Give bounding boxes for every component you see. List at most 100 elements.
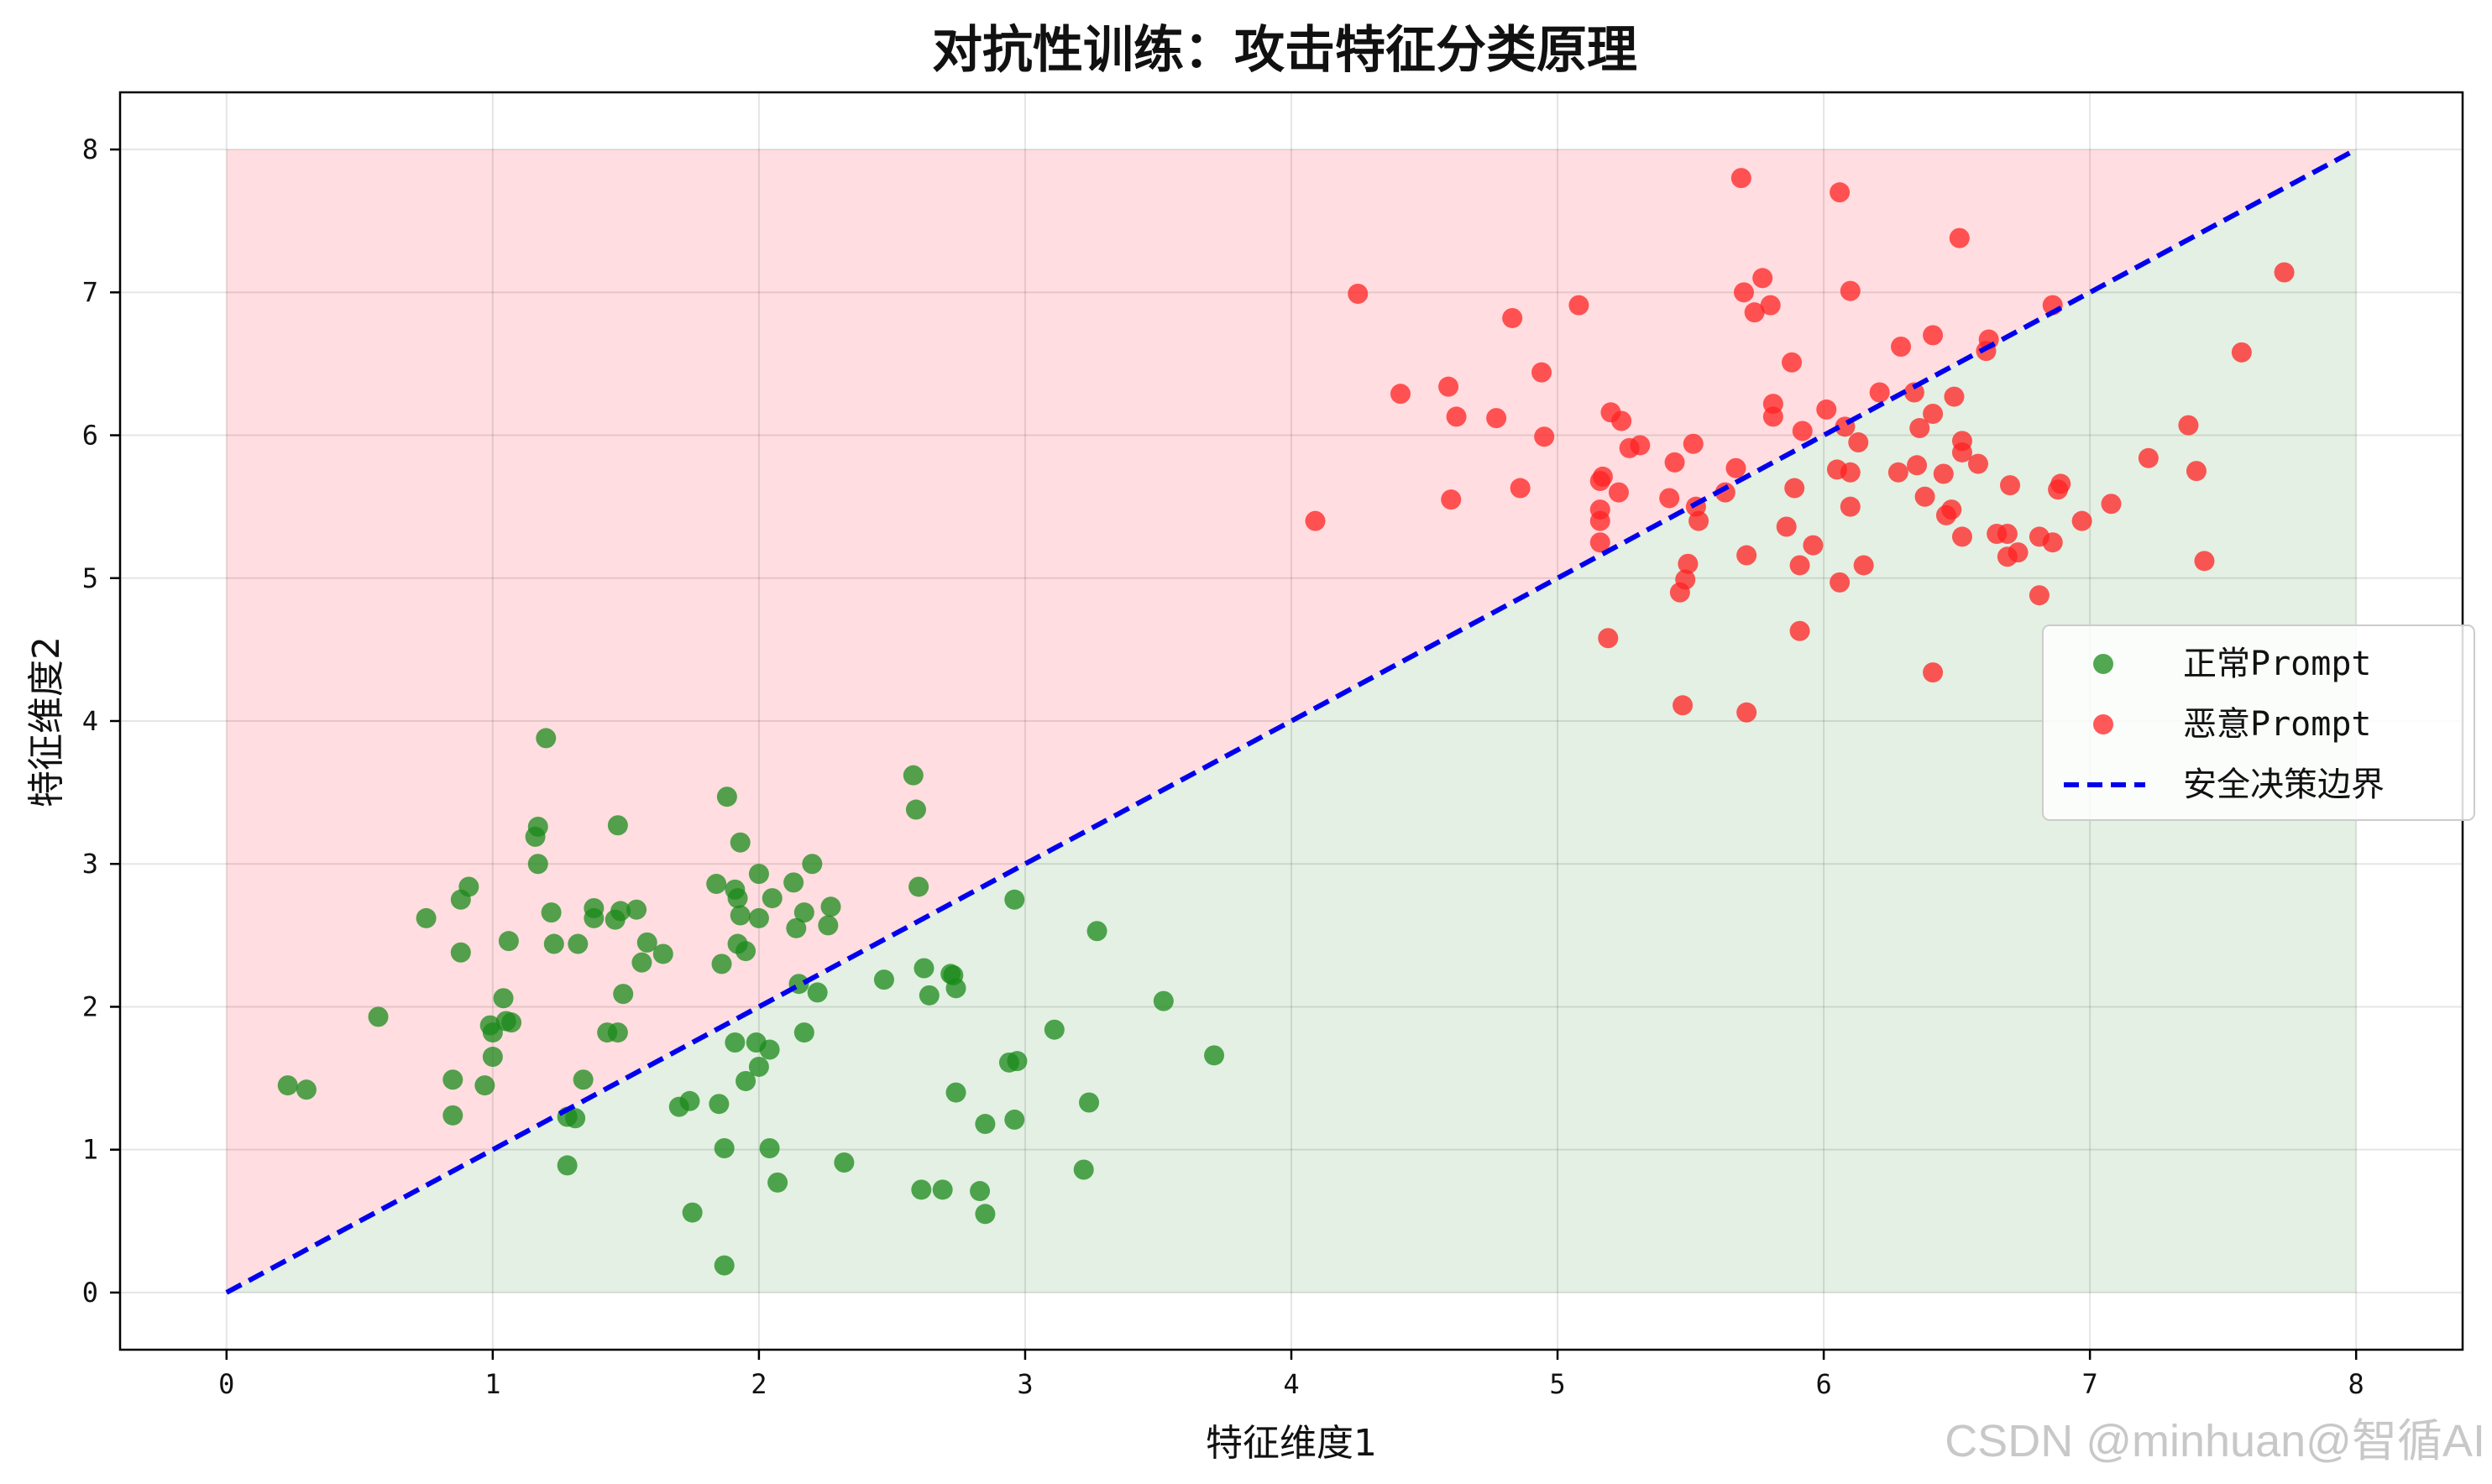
data-point bbox=[759, 1137, 780, 1158]
data-point bbox=[1840, 280, 1861, 301]
data-point bbox=[1907, 455, 1928, 476]
data-point bbox=[1744, 302, 1765, 323]
y-tick-label: 8 bbox=[82, 133, 98, 165]
data-point bbox=[442, 1069, 463, 1090]
data-point bbox=[493, 988, 514, 1009]
x-axis-label: 特征维度1 bbox=[1206, 1422, 1377, 1465]
x-tick-label: 5 bbox=[1549, 1368, 1565, 1400]
data-point bbox=[1909, 418, 1930, 439]
data-point bbox=[1678, 553, 1699, 574]
data-point bbox=[730, 905, 751, 926]
data-point bbox=[1762, 406, 1783, 427]
data-point bbox=[1446, 406, 1467, 427]
data-point bbox=[1348, 284, 1369, 305]
legend-marker-malicious bbox=[2093, 714, 2113, 734]
data-point bbox=[584, 897, 605, 918]
data-point bbox=[458, 876, 479, 897]
data-point bbox=[1007, 1051, 1028, 1072]
data-point bbox=[1531, 362, 1552, 383]
data-point bbox=[2138, 447, 2159, 468]
x-tick-label: 4 bbox=[1283, 1368, 1299, 1400]
y-tick-label: 0 bbox=[82, 1277, 98, 1309]
data-point bbox=[1153, 990, 1174, 1011]
series-malicious bbox=[1305, 168, 2295, 723]
data-point bbox=[716, 786, 737, 807]
data-point bbox=[1598, 628, 1619, 649]
data-point bbox=[1502, 307, 1523, 328]
data-point bbox=[1840, 462, 1861, 483]
data-point bbox=[911, 1179, 932, 1200]
data-point bbox=[2029, 585, 2050, 606]
data-point bbox=[818, 915, 839, 936]
data-point bbox=[682, 1202, 703, 1223]
x-tick-label: 1 bbox=[484, 1368, 500, 1400]
data-point bbox=[416, 907, 437, 928]
legend-label-boundary: 安全决策边界 bbox=[2183, 766, 2385, 804]
y-tick-label: 2 bbox=[82, 990, 98, 1022]
y-tick-label: 7 bbox=[82, 276, 98, 308]
watermark-text: CSDN @minhuan@智循AI bbox=[1945, 1416, 2485, 1466]
data-point bbox=[714, 1137, 735, 1158]
chart-title: 对抗性训练：攻击特征分类原理 bbox=[932, 21, 1637, 80]
data-point bbox=[1079, 1092, 1100, 1113]
x-tick-label: 0 bbox=[218, 1368, 234, 1400]
data-point bbox=[914, 958, 934, 979]
data-point bbox=[1853, 555, 1874, 576]
data-point bbox=[501, 1012, 522, 1033]
data-point bbox=[1611, 410, 1632, 431]
data-point bbox=[536, 728, 557, 749]
data-point bbox=[919, 985, 940, 1006]
data-point bbox=[1776, 516, 1797, 537]
data-point bbox=[573, 1069, 594, 1090]
data-point bbox=[783, 872, 804, 893]
data-points bbox=[277, 168, 2295, 1276]
data-point bbox=[1204, 1045, 1225, 1066]
data-point bbox=[679, 1090, 700, 1111]
data-point bbox=[1659, 488, 1680, 509]
y-tick-label: 4 bbox=[82, 705, 98, 737]
data-point bbox=[2042, 532, 2063, 553]
data-point bbox=[2194, 551, 2215, 572]
legend: 正常Prompt 恶意Prompt 安全决策边界 bbox=[2042, 624, 2475, 821]
data-point bbox=[807, 982, 828, 1003]
data-point bbox=[727, 888, 748, 909]
data-point bbox=[1803, 535, 1824, 556]
data-point bbox=[1044, 1019, 1065, 1040]
data-point bbox=[1830, 572, 1851, 593]
data-point bbox=[1004, 889, 1025, 910]
data-point bbox=[1951, 526, 1972, 547]
y-axis-ticks: 0 1 2 3 4 5 6 7 8 bbox=[82, 133, 120, 1309]
data-point bbox=[970, 1181, 991, 1202]
data-point bbox=[565, 1108, 586, 1129]
data-point bbox=[1589, 510, 1610, 531]
data-point bbox=[1673, 695, 1694, 716]
data-point bbox=[2050, 473, 2071, 494]
data-point bbox=[568, 933, 589, 954]
data-point bbox=[1887, 462, 1908, 483]
data-point bbox=[2000, 475, 2021, 496]
data-point bbox=[1923, 325, 1944, 346]
data-point bbox=[1486, 408, 1507, 429]
data-point bbox=[1951, 431, 1972, 452]
decision-regions bbox=[226, 149, 2357, 1293]
data-point bbox=[748, 907, 769, 928]
data-point bbox=[527, 854, 548, 875]
y-tick-label: 3 bbox=[82, 848, 98, 880]
legend-label-normal: 正常Prompt bbox=[2183, 645, 2372, 683]
data-point bbox=[1086, 921, 1107, 942]
data-point bbox=[2008, 542, 2029, 563]
data-point bbox=[1869, 382, 1890, 403]
legend-box bbox=[2042, 624, 2475, 821]
data-point bbox=[1736, 545, 1757, 566]
data-point bbox=[610, 901, 631, 922]
data-point bbox=[736, 941, 756, 962]
data-point bbox=[2178, 415, 2199, 436]
data-point bbox=[1816, 399, 1837, 420]
data-point bbox=[527, 816, 548, 837]
data-point bbox=[1683, 433, 1704, 454]
x-tick-label: 6 bbox=[1815, 1368, 1831, 1400]
data-point bbox=[450, 942, 471, 963]
data-point bbox=[1004, 1109, 1025, 1130]
data-point bbox=[714, 1255, 735, 1276]
